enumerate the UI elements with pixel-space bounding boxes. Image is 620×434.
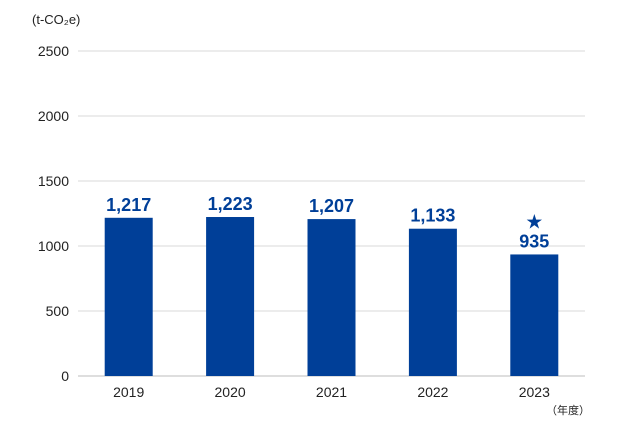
x-tick-label: 2022 [417,384,448,400]
y-tick-label: 1000 [38,238,69,254]
x-tick-label: 2020 [215,384,246,400]
y-tick-label: 0 [61,368,69,384]
highlight-star-icon: ★ [525,209,543,233]
y-tick-label: 2000 [38,108,69,124]
bars: 1,217 1,223 1,207 1,133 935★ [104,194,559,376]
bar-value-label: 1,133 [410,206,455,226]
y-tick-label: 1500 [38,173,69,189]
bar-value-label: 1,207 [309,196,354,216]
y-axis-unit-label: (t-CO₂e) [32,12,81,27]
x-tick-label: 2019 [113,384,144,400]
y-tick-label: 500 [46,303,70,319]
x-tick-label: 2021 [316,384,347,400]
bar-value-label: 1,217 [106,195,151,215]
x-axis-ticks: 2019 2020 2021 2022 2023 [113,384,550,400]
bar-value-label: 1,223 [208,194,253,214]
bar [408,228,457,376]
bar-value-label: 935 [519,231,549,251]
bar [307,219,356,376]
y-axis-ticks: 0 500 1000 1500 2000 2500 [38,43,69,384]
bar [510,254,559,376]
bar [104,217,153,376]
y-tick-label: 2500 [38,43,69,59]
bar [206,217,255,376]
x-axis-unit-label: （年度） [546,404,590,417]
x-tick-label: 2023 [519,384,550,400]
